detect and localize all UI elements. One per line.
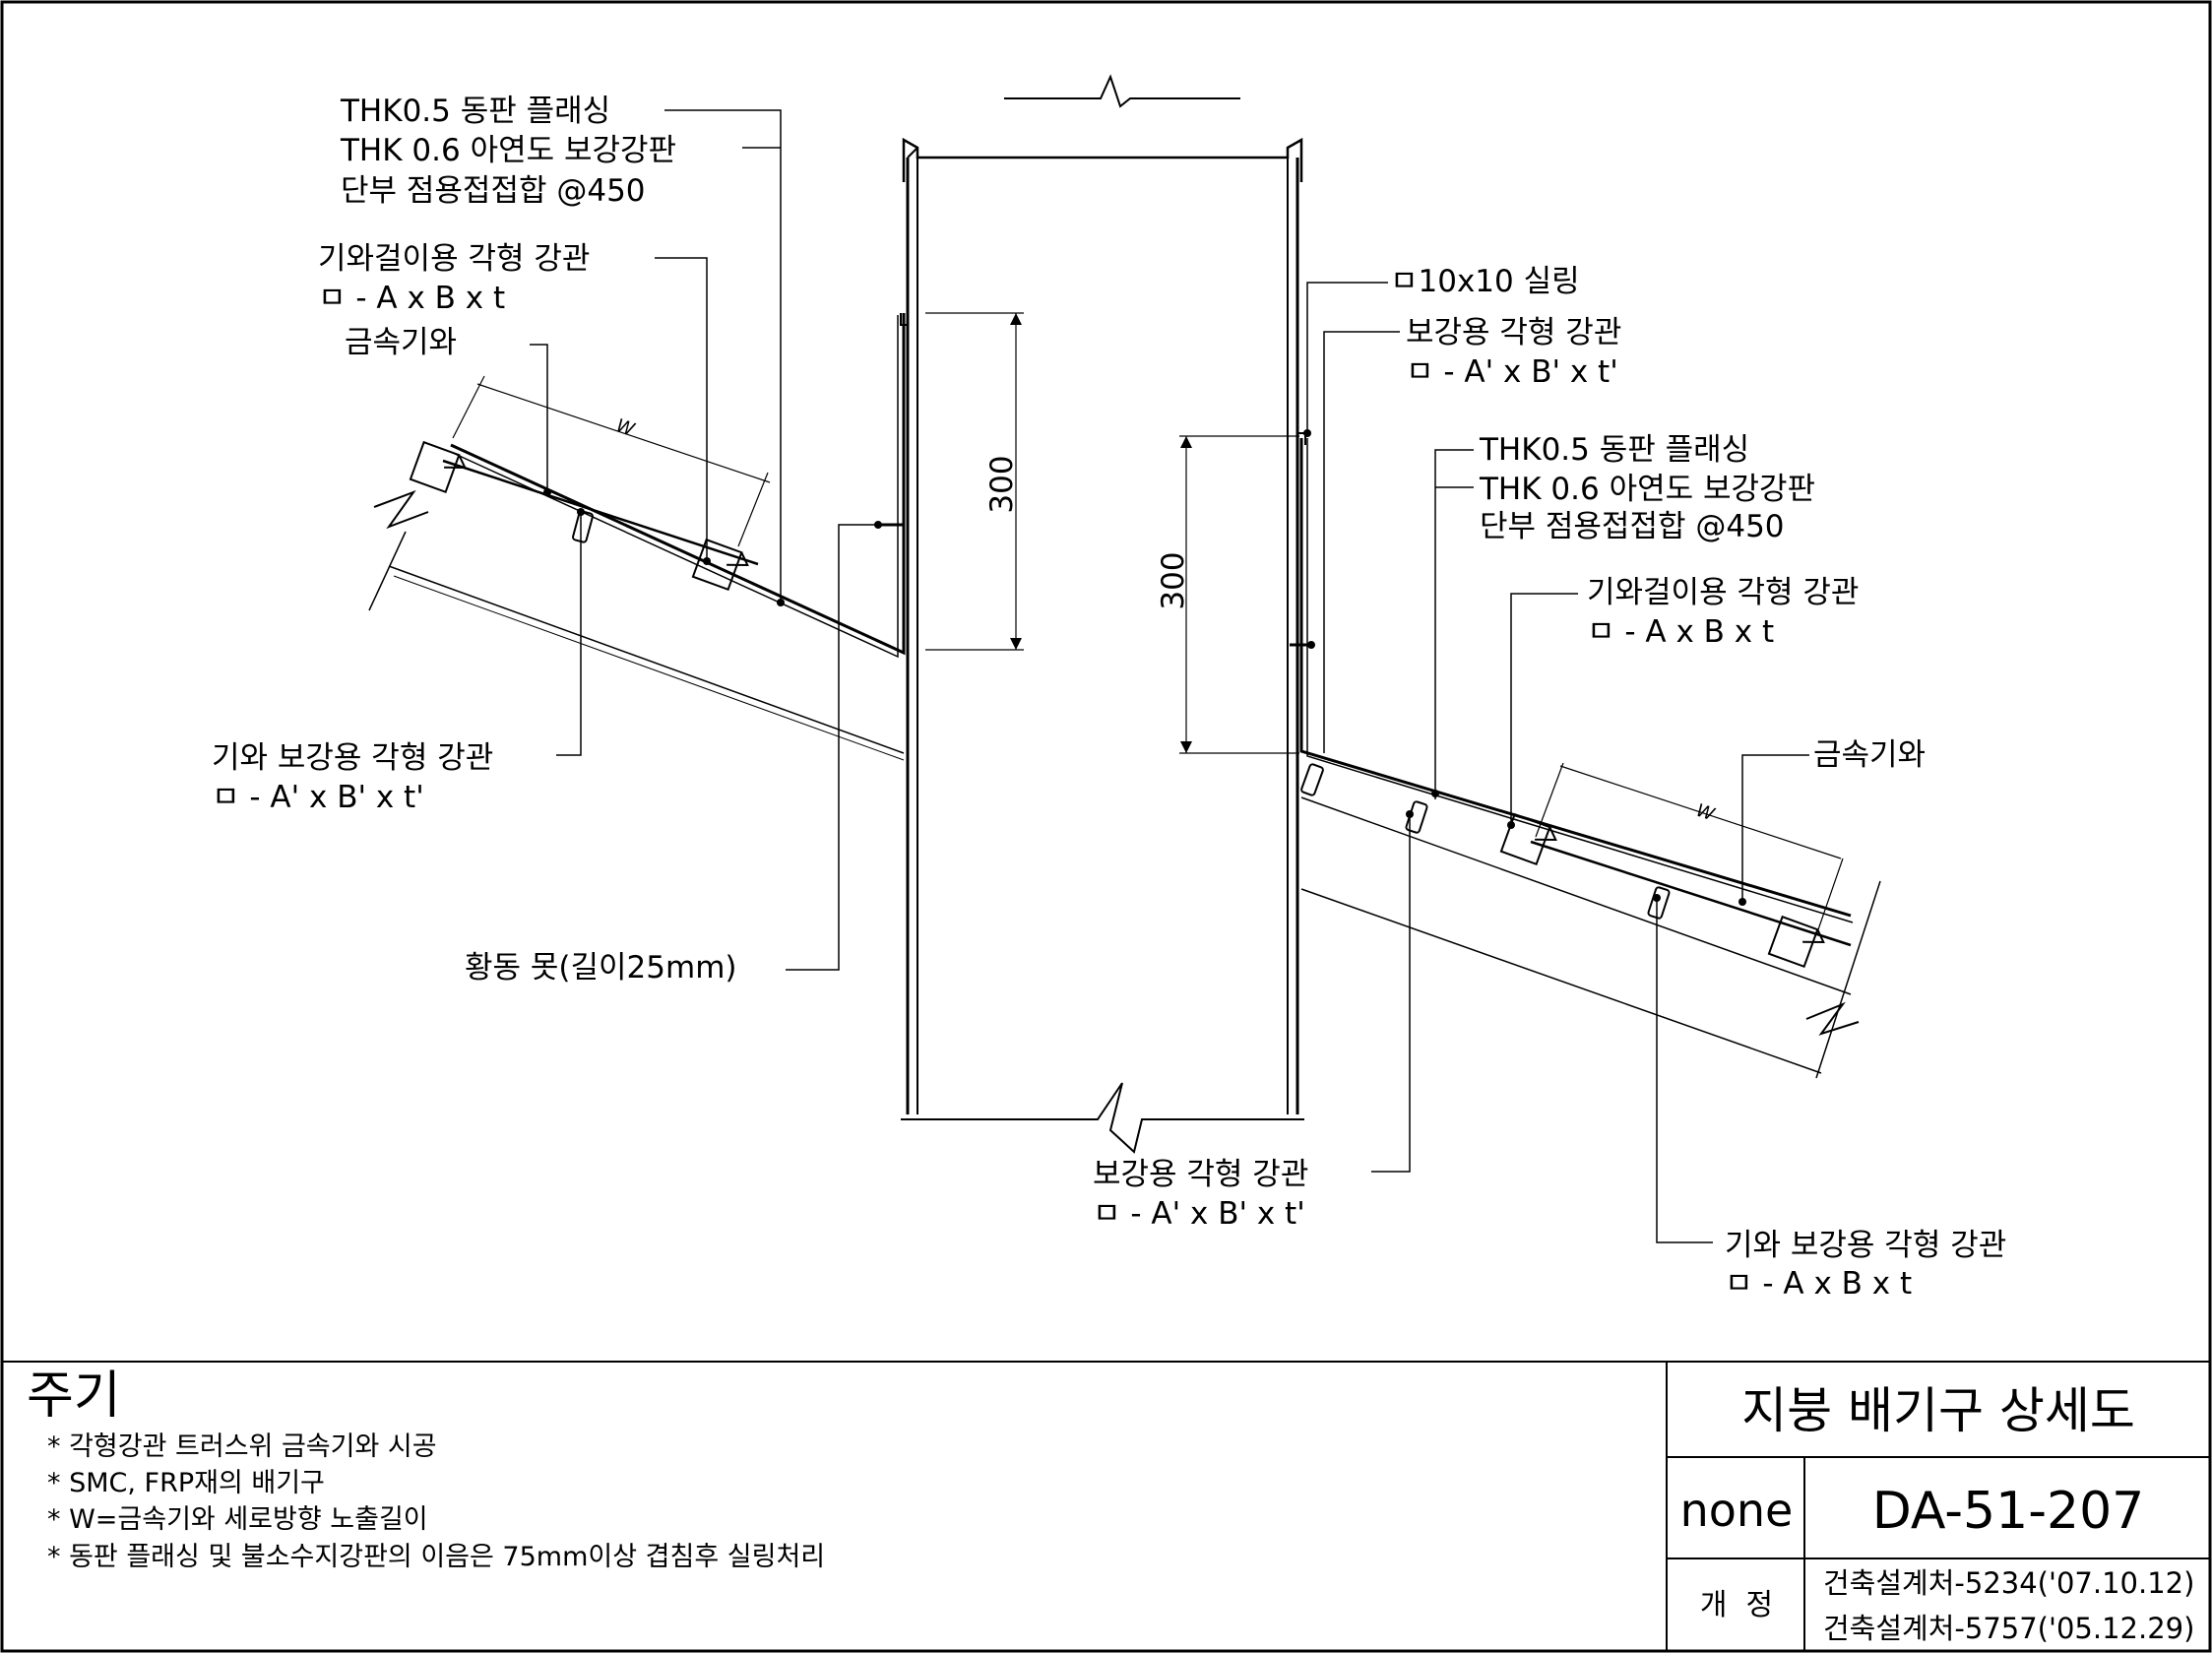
left-metal-tile-line [442, 459, 759, 566]
left-reinforce-line2: ㅁ - A' x B' x t' [212, 780, 424, 815]
left-tile-hanger-tube-1 [409, 440, 467, 494]
right-w-label: W [1693, 800, 1718, 826]
bottom-reinforce-line1: 보강용 각형 강관 [1093, 1157, 1308, 1192]
right-tile-reinforce-line1: 기와 보강용 각형 강관 [1725, 1228, 2006, 1263]
right-flashing-line3: 단부 점용접접합 @450 [1480, 509, 1785, 544]
note-item: * W=금속기와 세로방향 노출길이 [47, 1504, 428, 1535]
right-height-dimension: 300 [1156, 551, 1191, 609]
title-block-frame [2, 1361, 2210, 1651]
note-item: * 동판 플래싱 및 불소수지강판의 이음은 75mm이상 겹침후 실링처리 [47, 1542, 825, 1572]
right-metal-tile-line [1530, 840, 1852, 947]
left-tile-hanger-line1: 기와걸이용 각형 강관 [318, 241, 590, 277]
right-flashing-line2: THK 0.6 아연도 보강강판 [1479, 472, 1815, 507]
revision-entry: 건축설계처-5757('05.12.29) [1823, 1612, 2194, 1645]
top-break-line [1004, 74, 1240, 108]
left-flashing [450, 313, 906, 656]
left-tile-hanger-tube-2 [691, 538, 749, 592]
revision-label: 개 정 [1700, 1588, 1773, 1622]
right-tile-reinforce-tube [1647, 886, 1671, 920]
right-tile-hanger-tube-1 [1499, 812, 1557, 866]
revision-entry: 건축설계처-5234('07.10.12) [1823, 1566, 2194, 1600]
right-tile-hanger-line2: ㅁ - A x B x t [1587, 614, 1774, 650]
note-item: * 각형강관 트러스위 금속기와 시공 [47, 1431, 437, 1462]
annotation-labels: THK0.5 동판 플래싱 THK 0.6 아연도 보강강판 단부 점용접접합 … [212, 94, 2006, 1302]
chimney-cap [902, 137, 1303, 182]
drawing-title: 지붕 배기구 상세도 [1741, 1382, 2135, 1439]
leader-lines [530, 109, 1809, 1243]
left-reinforce-line1: 기와 보강용 각형 강관 [212, 740, 493, 776]
right-reinforce-top-line1: 보강용 각형 강관 [1406, 315, 1621, 350]
drawing-scale: none [1680, 1484, 1794, 1537]
dimension-lines [452, 312, 1844, 936]
dimension-ticks [1010, 313, 1192, 753]
left-tile-hanger-line2: ㅁ - A x B x t [318, 281, 505, 316]
right-tile-reinforce-line2: ㅁ - A x B x t [1725, 1266, 1912, 1302]
right-tile-hanger-tube-2 [1767, 915, 1825, 969]
note-item: * SMC, FRP재의 배기구 [47, 1468, 325, 1498]
right-metal-tile-label: 금속기와 [1813, 737, 1926, 773]
right-flashing [1299, 438, 1852, 918]
left-flashing-line2: THK 0.6 아연도 보강강판 [340, 133, 676, 168]
right-reinforce-top-line2: ㅁ - A' x B' x t' [1406, 354, 1618, 390]
left-reinforce-tube [572, 510, 594, 543]
notes-title: 주기 [27, 1367, 121, 1426]
left-roof-underside [388, 565, 905, 754]
right-reinforce-tube [1300, 763, 1324, 796]
brass-nail-label: 황동 못(길이25mm) [465, 950, 736, 985]
leader-dots [543, 429, 1746, 906]
right-flashing-line1: THK0.5 동판 플래싱 [1479, 432, 1749, 468]
left-flashing-line1: THK0.5 동판 플래싱 [340, 94, 610, 129]
right-roof-underside [1300, 796, 1852, 995]
left-height-dimension: 300 [984, 455, 1020, 513]
bottom-break-line [901, 1082, 1304, 1154]
drawing-number: DA-51-207 [1872, 1482, 2145, 1541]
vent-geometry [368, 74, 1881, 1154]
left-metal-tile-label: 금속기와 [345, 325, 457, 360]
bottom-reinforce-line2: ㅁ - A' x B' x t' [1093, 1196, 1305, 1232]
notes-list: * 각형강관 트러스위 금속기와 시공 * SMC, FRP재의 배기구 * W… [47, 1431, 825, 1572]
left-flashing-line3: 단부 점용접접합 @450 [341, 173, 646, 209]
right-tile-hanger-line1: 기와걸이용 각형 강관 [1587, 575, 1859, 610]
sealing-label: ㅁ10x10 실링 [1390, 264, 1580, 299]
